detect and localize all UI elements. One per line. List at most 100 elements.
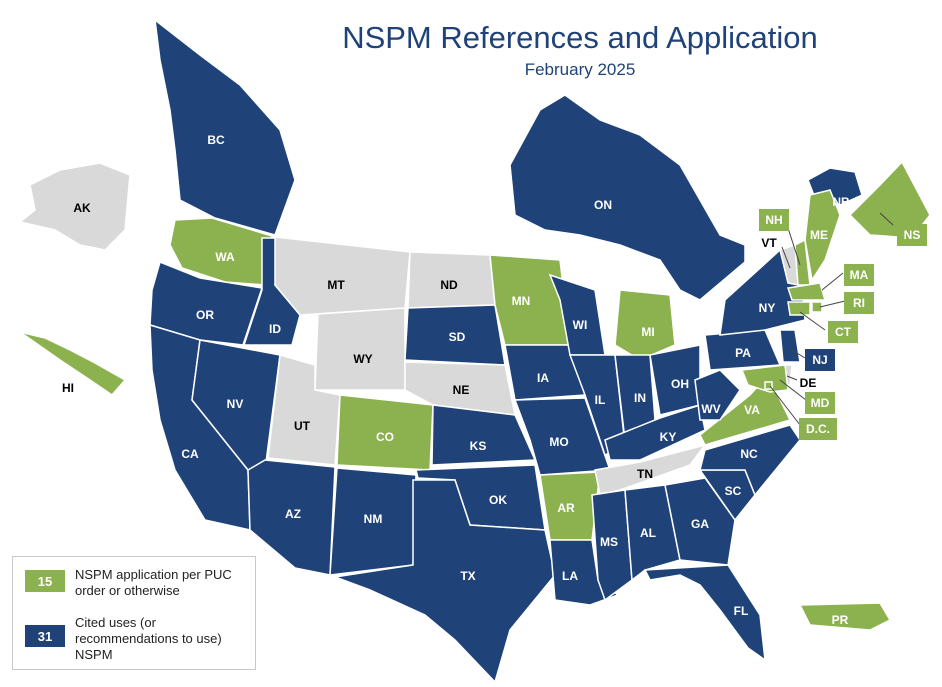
region-label-nm: NM	[364, 512, 383, 526]
region-ct	[787, 301, 811, 316]
leader-line-md	[779, 379, 807, 401]
leader-line-ri	[819, 300, 846, 308]
region-mt	[274, 236, 411, 316]
region-label-ks: KS	[470, 439, 487, 453]
region-label-pa: PA	[735, 346, 751, 360]
region-label-ky: KY	[660, 430, 677, 444]
region-label-hi: HI	[62, 381, 74, 395]
region-label-va: VA	[744, 403, 760, 417]
region-pr	[798, 602, 892, 631]
region-me	[804, 189, 841, 283]
region-label-ns: NS	[904, 228, 921, 242]
region-ma	[787, 282, 827, 301]
legend-item-application: 15 NSPM application per PUC order or oth…	[25, 567, 245, 599]
region-label-nj: NJ	[812, 353, 827, 367]
label-box-md	[805, 392, 835, 414]
region-ky	[604, 404, 706, 461]
region-label-ct: CT	[835, 325, 852, 339]
region-ga	[664, 477, 736, 566]
region-label-ok: OK	[489, 493, 507, 507]
region-label-mt: MT	[327, 278, 345, 292]
region-label-de: DE	[800, 376, 817, 390]
region-label-ak: AK	[73, 201, 91, 215]
leader-line-vt	[781, 246, 791, 269]
region-label-ca: CA	[181, 447, 199, 461]
region-or	[149, 260, 263, 346]
legend-label-cited: Cited uses (or recommendations to use) N…	[75, 615, 222, 662]
region-label-me: ME	[810, 228, 828, 242]
region-label-ms: MS	[600, 535, 618, 549]
region-label-in: IN	[634, 391, 646, 405]
region-wv	[694, 369, 741, 421]
legend-swatch-application: 15	[25, 570, 65, 592]
label-box-ct	[828, 321, 858, 343]
region-label-ma: MA	[850, 268, 869, 282]
region-ms	[591, 489, 633, 602]
region-label-id: ID	[269, 322, 281, 336]
region-mi	[614, 289, 676, 361]
region-label-ne: NE	[453, 383, 470, 397]
leader-line-ns	[879, 212, 894, 226]
region-hi	[19, 331, 127, 396]
region-label-nv: NV	[227, 397, 244, 411]
region-label-tx: TX	[460, 569, 475, 583]
label-box-nh	[759, 209, 789, 231]
label-box-ri	[844, 292, 874, 314]
region-label-ga: GA	[691, 517, 709, 531]
region-label-fl: FL	[734, 604, 749, 618]
region-label-pr: PR	[832, 613, 849, 627]
region-wy	[314, 307, 406, 391]
region-wa	[169, 217, 273, 286]
region-label-ut: UT	[294, 419, 311, 433]
region-az	[247, 459, 336, 576]
region-label-ar: AR	[557, 501, 575, 515]
region-label-sd: SD	[449, 330, 466, 344]
region-label-dc.: D.C.	[806, 422, 830, 436]
label-box-dc.	[799, 418, 837, 440]
label-box-ns	[897, 224, 927, 246]
region-label-ri: RI	[853, 296, 865, 310]
legend: 15 NSPM application per PUC order or oth…	[12, 556, 256, 670]
region-al	[624, 484, 681, 582]
region-label-co: CO	[376, 430, 394, 444]
region-label-ny: NY	[759, 301, 776, 315]
region-label-bc: BC	[207, 133, 225, 147]
region-label-nc: NC	[740, 447, 758, 461]
region-label-wv: WV	[701, 402, 720, 416]
region-label-wa: WA	[215, 250, 235, 264]
region-bc	[154, 18, 296, 236]
region-on	[509, 94, 746, 301]
leader-line-nh	[787, 227, 801, 266]
map-title: NSPM References and Application	[342, 20, 818, 55]
legend-label-application: NSPM application per PUC order or otherw…	[75, 567, 232, 598]
legend-item-cited: 31 Cited uses (or recommendations to use…	[25, 615, 245, 663]
leader-line-ct	[799, 311, 826, 331]
leader-line-ma	[821, 272, 844, 291]
region-label-md: MD	[811, 396, 830, 410]
region-label-nb: NB	[832, 195, 850, 209]
region-label-on: ON	[594, 198, 612, 212]
region-label-nh: NH	[765, 213, 782, 227]
region-label-or: OR	[196, 308, 214, 322]
region-fl	[643, 564, 766, 662]
region-label-mo: MO	[549, 435, 568, 449]
region-label-vt: VT	[761, 236, 777, 250]
region-label-mi: MI	[641, 325, 654, 339]
region-label-mn: MN	[512, 294, 531, 308]
leader-line-dc.	[769, 385, 801, 426]
map-subtitle: February 2025	[524, 60, 636, 79]
region-label-az: AZ	[285, 507, 301, 521]
label-box-nj	[805, 349, 835, 371]
region-label-sc: SC	[725, 484, 742, 498]
region-nc	[699, 424, 801, 497]
region-ak	[18, 162, 131, 251]
region-label-il: IL	[595, 393, 606, 407]
region-ns	[848, 160, 931, 239]
region-label-tn: TN	[637, 467, 653, 481]
leader-line-nj	[791, 349, 806, 359]
region-label-al: AL	[640, 526, 656, 540]
leader-line-de	[786, 375, 798, 381]
legend-swatch-cited: 31	[25, 625, 65, 647]
region-label-ia: IA	[537, 371, 549, 385]
region-label-la: LA	[562, 569, 578, 583]
